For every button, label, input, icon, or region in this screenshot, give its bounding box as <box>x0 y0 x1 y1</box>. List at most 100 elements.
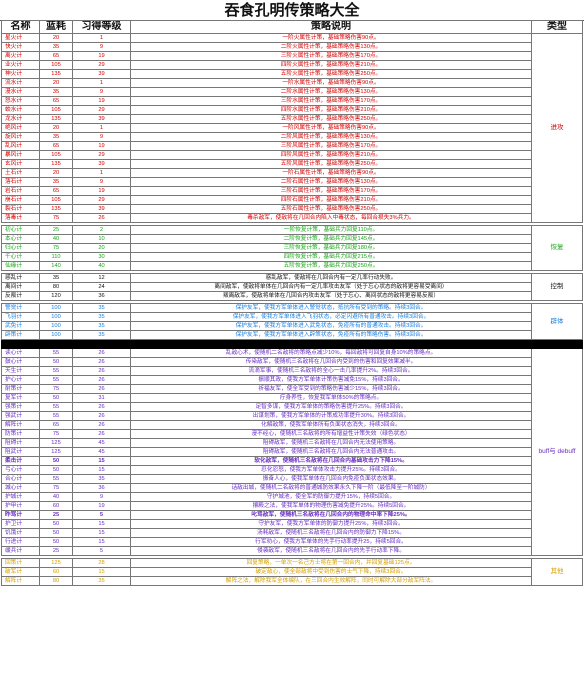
strategy-cost: 105 <box>39 60 73 70</box>
table-row: 归心计 75 20 三阶恢复计策，基础兵力回复180点。 <box>1 243 583 253</box>
strategy-name: 辟策计 <box>1 330 40 340</box>
strategy-level: 26 <box>72 402 131 412</box>
strategy-level: 26 <box>72 429 131 439</box>
strategy-level: 9 <box>72 492 131 502</box>
strategy-description: 足智多谋，使我方军单体的策略伤害提升25%。持续3回合。 <box>130 402 532 412</box>
strategy-level: 19 <box>72 96 131 106</box>
table-row: 裂石计 135 39 五阶石属性计策，基础策略伤害250点。 <box>1 204 583 214</box>
strategy-cost: 75 <box>39 384 73 394</box>
strategy-cost: 75 <box>39 213 73 223</box>
strategy-name: 反叛计 <box>1 291 40 301</box>
strategy-level: 5 <box>72 510 131 520</box>
strategy-description: 二阶水属性计策，基础策略伤害130点。 <box>130 87 532 97</box>
strategy-name: 崩石计 <box>1 195 40 205</box>
strategy-description: 软化敌军，使随机三名敌将在几回合内基础攻击力下降15%。 <box>130 456 532 466</box>
strategy-name: 乱风计 <box>1 141 40 151</box>
table-row: 土石计 20 1 一阶石属性计策，基础策略伤害90点。 <box>1 168 583 178</box>
table-row: 阻武计 125 45 阻碍敌军，使随机三名敌将在几回合内无法普通攻击。 <box>1 447 583 457</box>
col-header-desc: 策略说明 <box>130 20 532 34</box>
strategy-cost: 65 <box>39 51 73 61</box>
strategy-name: 绝风计 <box>1 123 40 133</box>
strategy-level: 35 <box>72 312 131 322</box>
strategy-type: 控制 <box>531 273 583 301</box>
strategy-level: 12 <box>72 273 131 283</box>
table-row: 城心计 75 36 话敌出城，使随机二名敌将的普通城防效果永久下降一阶（最低降至一阶城… <box>1 483 583 493</box>
strategy-name: 护甲计 <box>1 501 40 511</box>
strategy-description: 乱敌心术，使随机二名敌将的策略点减少10%，每回敌将可回复自身10%的策略点。 <box>130 348 532 358</box>
strategy-description: 一阶火属性计策，基础策略伤害90点。 <box>130 33 532 43</box>
strategy-level: 29 <box>72 195 131 205</box>
strategy-name: 流水计 <box>1 78 40 88</box>
strategy-level: 15 <box>72 465 131 475</box>
strategy-level: 39 <box>72 114 131 124</box>
strategy-type: 进攻 <box>531 33 583 223</box>
strategy-cost: 125 <box>39 447 73 457</box>
strategy-level: 9 <box>72 87 131 97</box>
strategy-name: 初心计 <box>1 225 40 235</box>
strategy-name: 行进计 <box>1 537 40 547</box>
strategy-level: 9 <box>72 42 131 52</box>
strategy-level: 15 <box>72 528 131 538</box>
strategy-level: 1 <box>72 123 131 133</box>
strategy-name: 业火计 <box>1 60 40 70</box>
strategy-level: 36 <box>72 483 131 493</box>
strategy-description: 阻碍敌军，使随机三名敌将在几回合内无法普通攻击。 <box>130 447 532 457</box>
strategy-level: 36 <box>72 291 131 301</box>
strategy-description: 忍化忍怒，使我方军单体攻击力提升25%。持续3回合。 <box>130 465 532 475</box>
table-row: 落石计 35 9 二阶石属性计策，基础策略伤害130点。 <box>1 177 583 187</box>
table-row: 怒水计 65 19 三阶水属性计策，基础策略伤害170点。 <box>1 96 583 106</box>
table-row: 解阵计 65 26 化解敌策，使我军单体所有负面状态消失，持续3回合。 <box>1 420 583 430</box>
strategy-cost: 50 <box>39 465 73 475</box>
strategy-description: 守护友军，使我方军单体的防御力提升25%，持续3回合。 <box>130 519 532 529</box>
strategy-name: 离间计 <box>1 282 40 292</box>
strategy-description: 五阶水属性计策，基础策略伤害250点。 <box>130 114 532 124</box>
col-header-level: 习得等级 <box>72 20 131 34</box>
strategy-level: 19 <box>72 186 131 196</box>
table-row: 破军计 60 15 破定敌心，使全部敌将中受到伤害的士气下降，持续3回合。 <box>1 567 583 577</box>
table-row: 暴风计 105 29 四阶风属性计策，基础策略伤害210点。 <box>1 150 583 160</box>
strategy-description: 阻碍敌军，使随机三名敌将在几回合内无法使用策略。 <box>130 438 532 448</box>
strategy-description: 祈福友军，使全军受到的策略伤害减少15%，持续3回合。 <box>130 384 532 394</box>
strategy-description: 四阶恢复计策，基础兵力回复215点。 <box>130 252 532 262</box>
strategy-name: 惑乱计 <box>1 273 40 283</box>
strategy-cost: 40 <box>39 492 73 502</box>
strategy-cost: 55 <box>39 366 73 376</box>
table-row: 落毒计 75 26 毒杀敌军，使敌将在几回合内陷入中毒状态，每回合损失3%兵力。 <box>1 213 583 223</box>
strategy-type: 恢复 <box>531 225 583 271</box>
table-row: 饥饿计 50 15 汤耗敌军，使随机三名敌将在几回合内的防御力下降15%。 <box>1 528 583 538</box>
strategy-level: 35 <box>72 576 131 586</box>
strategy-name: 合心计 <box>1 474 40 484</box>
strategy-name: 柔击计 <box>1 456 40 466</box>
strategy-level: 29 <box>72 60 131 70</box>
strategy-cost: 100 <box>39 330 73 340</box>
strategy-name: 弓心计 <box>1 465 40 475</box>
strategy-name: 神火计 <box>1 69 40 79</box>
strategy-cost: 110 <box>39 252 73 262</box>
strategy-name: 落石计 <box>1 177 40 187</box>
strategy-name: 昨骂计 <box>1 510 40 520</box>
strategy-level: 40 <box>72 261 131 271</box>
strategy-level: 39 <box>72 159 131 169</box>
strategy-level: 45 <box>72 438 131 448</box>
strategy-level: 19 <box>72 501 131 511</box>
table-row: 神火计 135 39 五阶火属性计策，基础策略伤害250点。 <box>1 69 583 79</box>
strategy-description: 一阶石属性计策，基础策略伤害90点。 <box>130 168 532 178</box>
strategy-description: 四阶石属性计策，基础策略伤害210点。 <box>130 195 532 205</box>
strategy-description: 疗身养性，恢复我军单体50%的策略点。 <box>130 393 532 403</box>
strategy-description: 三阶恢复计策，基础兵力回复180点。 <box>130 243 532 253</box>
strategy-description: 守护城池，使全军的防御力提升15%，持续5回合。 <box>130 492 532 502</box>
strategy-name: 强策计 <box>1 402 40 412</box>
strategy-cost: 65 <box>39 141 73 151</box>
strategy-level: 31 <box>72 393 131 403</box>
table-row: 快火计 35 9 二阶火属性计策，基础策略伤害130点。 <box>1 42 583 52</box>
strategy-name: 阻碍计 <box>1 438 40 448</box>
strategy-level: 26 <box>72 384 131 394</box>
strategy-type: buff与 debuff <box>531 348 583 556</box>
strategy-level: 1 <box>72 78 131 88</box>
strategy-name: 离火计 <box>1 51 40 61</box>
table-row: 业火计 105 29 四阶火属性计策，基础策略伤害210点。 <box>1 60 583 70</box>
strategy-cost: 25 <box>39 546 73 556</box>
strategy-description: 四阶风属性计策，基础策略伤害210点。 <box>130 150 532 160</box>
strategy-name: 归心计 <box>1 243 40 253</box>
strategy-level: 20 <box>72 243 131 253</box>
